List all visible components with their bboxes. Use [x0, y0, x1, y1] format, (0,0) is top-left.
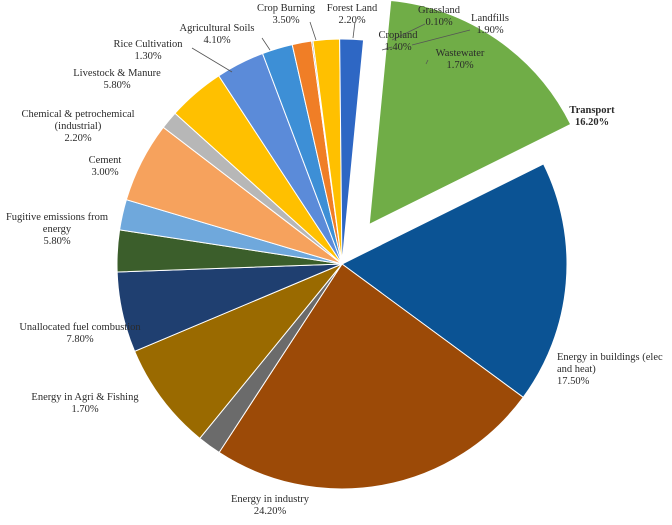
slice-label-name: Energy in buildings (elec [557, 352, 663, 363]
leader-line-rice-cultivation [191, 47, 233, 73]
leader-line-grassland [391, 23, 426, 41]
slice-label-value: 1.30% [134, 51, 161, 62]
slice-label-name: Energy in Agri & Fishing [31, 392, 139, 403]
slice-label-name: Unallocated fuel combustion [19, 322, 141, 333]
slice-label-value: 5.80% [103, 80, 130, 91]
slices-layer [116, 0, 572, 490]
slice-label-name: Agricultural Soils [180, 23, 255, 34]
slice-label-value: 1.40% [384, 42, 411, 53]
leader-line-crop-burning [309, 21, 317, 41]
slice-label-value: 7.80% [66, 334, 93, 345]
slice-label-name: Cropland [378, 30, 418, 41]
slice-label-value: 0.10% [425, 17, 452, 28]
pie-slice-wastewater [339, 38, 365, 265]
pie-slice-transport [368, 0, 572, 226]
pie-slice-energy-in-industry [218, 263, 524, 490]
slice-label-name: Chemical & petrochemical [21, 109, 134, 120]
pie-slice-unallocated-fuel-combustion [133, 263, 343, 440]
slice-label-value: 3.50% [272, 15, 299, 26]
slice-label-name: (industrial) [55, 121, 102, 132]
slice-label-name: Landfills [471, 13, 509, 24]
slice-label-name: Fugitive emissions from [6, 212, 108, 223]
slice-label-name: Wastewater [436, 48, 485, 59]
slice-label-name: Grassland [418, 5, 461, 16]
pie-slice-energy-in-buildings-elec-and-heat [341, 163, 568, 399]
slice-label-value: 1.70% [446, 60, 473, 71]
leader-line-wastewater [425, 59, 429, 65]
slice-label-name: energy [43, 224, 72, 235]
slice-label-value: 2.20% [338, 15, 365, 26]
leader-line-agricultural-soils [261, 37, 271, 51]
slice-label-name: Transport [569, 105, 615, 116]
leader-line-cropland [381, 46, 393, 51]
slice-label-name: and heat) [557, 364, 596, 375]
leader-line-forest-land [352, 21, 356, 39]
slice-label-name: Rice Cultivation [113, 39, 183, 50]
slice-label-value: 17.50% [557, 376, 590, 387]
slice-label-value: 24.20% [254, 506, 287, 517]
slice-label-value: 16.20% [575, 117, 609, 128]
leader-lines-layer [191, 21, 471, 73]
slice-label-name: Energy in industry [231, 494, 310, 505]
slice-label-value: 4.10% [203, 35, 230, 46]
slice-label-name: Forest Land [327, 3, 378, 14]
leader-line-landfills [411, 29, 471, 46]
slice-label-chemical-and-petrochemical-industrial: Chemical & petrochemical(industrial)2.20… [21, 109, 134, 144]
slice-label-value: 3.00% [91, 167, 118, 178]
slice-label-value: 2.20% [64, 133, 91, 144]
slice-label-name: Cement [89, 155, 122, 166]
slice-label-value: 1.70% [71, 404, 98, 415]
slice-label-name: Crop Burning [257, 3, 316, 14]
slice-label-name: Livestock & Manure [73, 68, 161, 79]
slice-label-value: 1.90% [476, 25, 503, 36]
slice-label-value: 5.80% [43, 236, 70, 247]
